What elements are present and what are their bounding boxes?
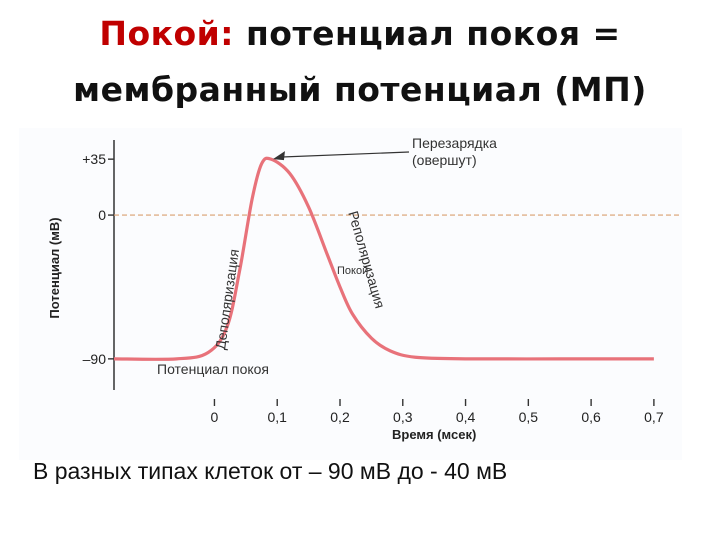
y-tick-label: –90	[83, 351, 107, 367]
depolarization-label: Деполяризация	[212, 248, 242, 351]
action-potential-figure: +35 0 –90 Потенциал (мВ) 0 0,1 0,2 0,3 0,4 0,5 0,6…	[19, 128, 682, 460]
title-accent: Покой:	[99, 14, 235, 53]
x-tick-label: 0,5	[519, 409, 539, 425]
x-tick-label: 0,6	[581, 409, 601, 425]
x-tick-label: 0,3	[393, 409, 413, 425]
x-tick-label: 0,7	[644, 409, 664, 425]
caption-text: В разных типах клеток от – 90 мВ до - 40…	[33, 458, 508, 484]
y-tick-label: +35	[82, 151, 106, 167]
y-axis-title: Потенциал (мВ)	[47, 217, 62, 318]
repolarization-label: Реполяризация	[345, 209, 388, 310]
rest-state-label: Покой	[337, 265, 368, 277]
title-rest: потенциал покоя =	[234, 14, 621, 53]
x-tick-label: 0,1	[267, 409, 287, 425]
overshoot-arrow-line	[278, 151, 410, 158]
x-tick-label: 0,2	[330, 409, 350, 425]
action-potential-chart: +35 0 –90 Потенциал (мВ) 0 0,1 0,2 0,3 0,4 0,5 0,6…	[47, 135, 679, 442]
slide-title-line1: Покой: потенциал покоя =	[0, 14, 720, 53]
x-axis-title: Время (мсек)	[392, 427, 476, 442]
slide-title-line2: мембранный потенциал (МП)	[73, 70, 647, 109]
overshoot-arrow-head	[272, 151, 285, 161]
y-tick-label: 0	[98, 207, 106, 223]
overshoot-annotation-sub: (овершут)	[412, 152, 477, 168]
overshoot-annotation: Перезарядка	[412, 135, 497, 151]
action-potential-line	[113, 156, 654, 361]
resting-potential-label: Потенциал покоя	[157, 361, 269, 377]
x-tick-label: 0	[211, 409, 219, 425]
x-tick-label: 0,4	[456, 409, 476, 425]
